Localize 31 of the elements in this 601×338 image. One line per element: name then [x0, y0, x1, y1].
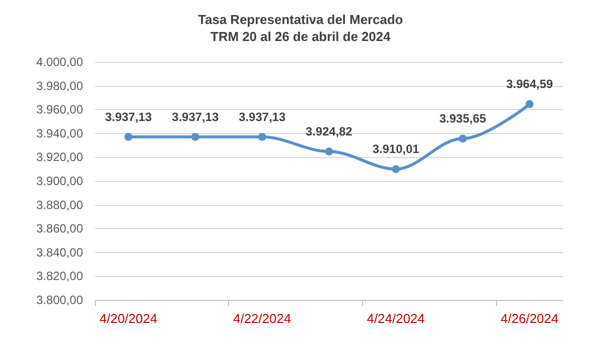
chart-subtitle: TRM 20 al 26 de abril de 2024 [210, 29, 392, 44]
data-label: 3.910,01 [372, 142, 420, 156]
y-tick-label: 3.940,00 [36, 126, 84, 140]
point [191, 132, 200, 141]
y-tick-label: 3.800,00 [36, 293, 84, 307]
y-tick-label: 3.980,00 [36, 78, 84, 93]
data-label: 3.937,13 [238, 110, 286, 124]
point [458, 134, 467, 143]
data-label: 3.937,13 [172, 110, 219, 124]
y-tick-label: 3.840,00 [36, 245, 84, 260]
y-tick-label: 3.880,00 [36, 198, 84, 212]
data-label: 3.935,65 [439, 112, 486, 126]
x-tick-label: 4/22/2024 [233, 311, 292, 326]
data-label: 3.937,13 [105, 110, 152, 124]
y-tick-label: 4.000,00 [36, 55, 84, 69]
data-label: 3.924,82 [306, 124, 353, 138]
point [526, 100, 534, 108]
point [124, 132, 132, 141]
point [392, 165, 400, 174]
point [258, 132, 266, 141]
y-tick-label: 3.860,00 [36, 222, 84, 236]
chart-title: Tasa Representativa del Mercado [198, 12, 404, 27]
x-tick-label: 4/20/2024 [100, 311, 158, 326]
y-tick-label: 3.820,00 [36, 269, 84, 284]
y-tick-label: 3.960,00 [36, 102, 84, 117]
x-tick-label: 4/24/2024 [366, 311, 425, 326]
y-tick-label: 3.920,00 [36, 150, 84, 164]
point [325, 147, 333, 156]
x-tick-label: 4/26/2024 [500, 311, 558, 326]
data-label: 3.964,59 [506, 77, 554, 92]
y-tick-label: 3.900,00 [36, 174, 84, 188]
